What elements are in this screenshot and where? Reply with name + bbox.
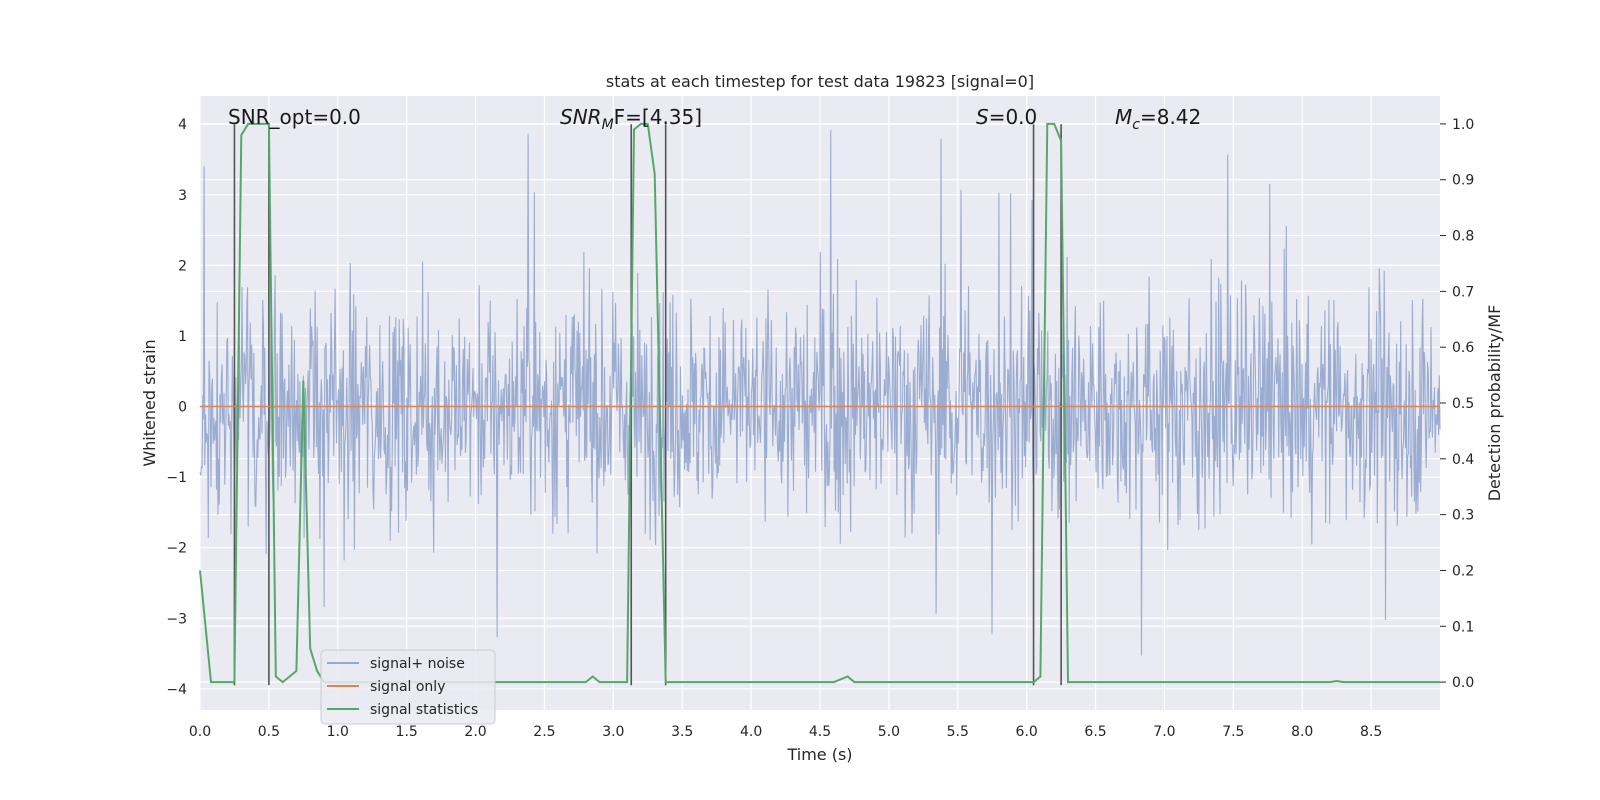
- grid: [199, 96, 1440, 710]
- legend-box: [320, 649, 496, 725]
- x-tick-label: 2.0: [464, 724, 486, 740]
- y2-tick-label: 0.4: [1452, 452, 1474, 468]
- x-tick-label: 4.5: [809, 724, 831, 740]
- x-axis-label: Time (s): [786, 745, 852, 764]
- y2-tick-label: 0.6: [1452, 340, 1474, 356]
- signal-statistics-line: [199, 122, 1440, 684]
- snr-mf-rest: F=[4.35]: [614, 105, 702, 129]
- y2-tick-label: 0.2: [1452, 563, 1474, 579]
- legend-label-noise: signal+ noise: [370, 656, 465, 672]
- signal-statistics-series: [199, 122, 1440, 684]
- x-tick-label: 8.5: [1360, 724, 1382, 740]
- x-tick-label: 7.0: [1153, 724, 1175, 740]
- y-tick-label: −4: [166, 682, 187, 698]
- snr-mf-sub: M: [602, 117, 614, 133]
- x-tick-label: 6.0: [1016, 724, 1038, 740]
- x-tick-label: 1.0: [327, 724, 349, 740]
- chart-title: stats at each timestep for test data 198…: [606, 72, 1034, 91]
- annotation-s: S=0.0: [976, 105, 1037, 129]
- s-italic: S: [976, 105, 989, 129]
- y2-tick-label: 1.0: [1452, 117, 1474, 133]
- x-tick-label: 7.5: [1222, 724, 1244, 740]
- x-tick-label: 5.5: [947, 724, 969, 740]
- y-tick-label: 3: [178, 188, 187, 204]
- y-tick-label: −3: [166, 611, 187, 627]
- mc-rest: =8.42: [1140, 105, 1201, 129]
- x-tick-label: 5.0: [878, 724, 900, 740]
- legend-label-signal: signal only: [370, 679, 445, 695]
- y2-tick-label: 0.8: [1452, 229, 1474, 245]
- x-tick-label: 1.5: [396, 724, 418, 740]
- y-axis-label: Whitened strain: [140, 339, 159, 466]
- annotation-mc: Mc=8.42: [1115, 105, 1201, 133]
- noise-line: [199, 130, 1441, 656]
- x-tick-label: 4.0: [740, 724, 762, 740]
- legend: signal+ noise signal only signal statist…: [320, 649, 496, 725]
- annotation-snr-mf: SNRMF=[4.35]: [560, 105, 702, 133]
- s-rest: =0.0: [989, 105, 1038, 129]
- x-tick-label: 3.0: [602, 724, 624, 740]
- y-tick-label: 0: [178, 400, 187, 416]
- y2-axis-label: Detection probability/MF: [1485, 305, 1504, 502]
- x-tick-labels: 0.0 0.5 1.0 1.5 2.0 2.5 3.0 3.5 4.0 4.5 5.0 5.5 6.0 6…: [189, 724, 1382, 740]
- y2-tick-label: 0.1: [1452, 619, 1474, 635]
- noise-series: [199, 130, 1441, 656]
- annotation-snr-opt: SNR_opt=0.0: [228, 105, 361, 129]
- x-tick-label: 2.5: [533, 724, 555, 740]
- y2-tick-label: 0.0: [1452, 675, 1474, 691]
- snr-mf-base: SNR: [560, 105, 602, 129]
- x-tick-label: 0.0: [189, 724, 211, 740]
- x-tick-label: 3.5: [671, 724, 693, 740]
- legend-label-stats: signal statistics: [370, 702, 478, 718]
- y-tick-labels: −4 −3 −2 −1 0 1 2 3 4: [166, 117, 187, 698]
- mc-base: M: [1115, 105, 1132, 129]
- y2-tick-labels: 0.0 0.1 0.2 0.3 0.4 0.5 0.6 0.7 0.8 0.9 1.0: [1440, 117, 1474, 691]
- y-tick-label: 4: [178, 117, 187, 133]
- mc-sub: c: [1132, 117, 1140, 133]
- y-tick-label: −2: [166, 541, 187, 557]
- y2-tick-label: 0.5: [1452, 396, 1474, 412]
- y2-tick-label: 0.3: [1452, 508, 1474, 524]
- x-tick-label: 8.0: [1291, 724, 1313, 740]
- x-tick-label: 0.5: [258, 724, 280, 740]
- y-tick-label: 1: [178, 329, 187, 345]
- y-tick-label: −1: [166, 470, 187, 486]
- y2-tick-label: 0.7: [1452, 284, 1474, 300]
- y2-tick-label: 0.9: [1452, 173, 1474, 189]
- y-tick-label: 2: [178, 258, 187, 274]
- x-tick-label: 6.5: [1084, 724, 1106, 740]
